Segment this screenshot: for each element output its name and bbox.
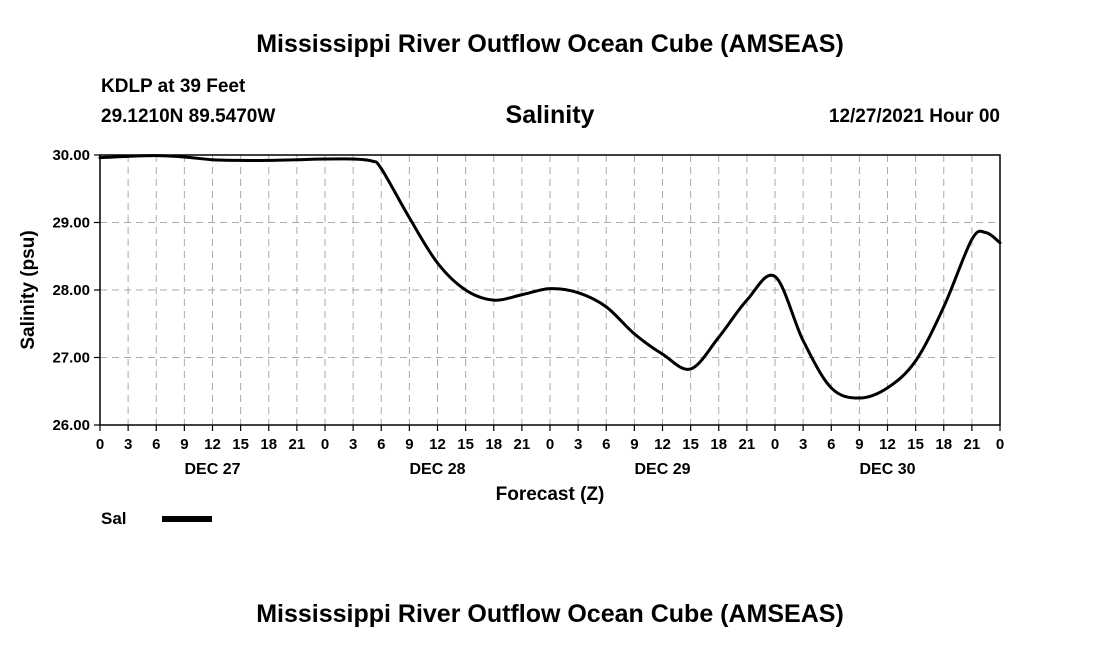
data-point: [633, 332, 636, 336]
x-tick-label: 18: [485, 436, 502, 453]
date-label: DEC 28: [409, 461, 465, 478]
x-tick-label: 0: [996, 436, 1004, 453]
data-point: [745, 298, 749, 302]
data-point: [239, 159, 242, 162]
station-label: KDLP at 39 Feet: [101, 76, 246, 97]
y-tick-label: 30.00: [52, 147, 90, 164]
data-point: [380, 167, 383, 170]
data-point: [295, 158, 299, 161]
data-point: [520, 293, 524, 296]
x-tick-label: 15: [457, 436, 474, 453]
x-tick-label: 3: [799, 436, 807, 453]
forecast-datetime: 12/27/2021 Hour 00: [828, 106, 1000, 127]
y-tick-label: 28.00: [52, 282, 90, 299]
data-point: [267, 159, 270, 162]
x-tick-label: 21: [289, 436, 306, 453]
x-tick-label: 3: [124, 436, 132, 453]
data-point: [998, 241, 1002, 244]
date-label: DEC 29: [634, 461, 690, 478]
data-point: [492, 298, 495, 302]
data-point: [984, 231, 988, 234]
x-tick-label: 12: [429, 436, 446, 453]
data-point: [548, 287, 552, 290]
x-tick-label: 0: [546, 436, 554, 453]
y-tick-label: 29.00: [52, 215, 90, 232]
x-tick-label: 15: [232, 436, 249, 453]
x-tick-label: 3: [574, 436, 582, 453]
x-tick-label: 6: [377, 436, 385, 453]
data-point: [183, 155, 186, 159]
x-tick-label: 18: [710, 436, 727, 453]
data-point: [942, 305, 945, 309]
legend-label: Sal: [101, 509, 127, 528]
data-point: [801, 339, 805, 342]
variable-title: Salinity: [505, 101, 595, 129]
data-point: [914, 359, 917, 363]
x-tick-label: 0: [771, 436, 779, 453]
x-tick-label: 0: [321, 436, 329, 453]
data-point: [211, 158, 214, 161]
data-point: [155, 154, 158, 157]
y-axis-title: Salinity (psu): [18, 230, 39, 349]
data-point: [576, 291, 580, 294]
y-tick-label: 26.00: [52, 417, 90, 434]
data-point: [773, 275, 777, 278]
x-tick-label: 9: [405, 436, 413, 453]
x-tick-label: 12: [204, 436, 221, 453]
coordinates-label: 29.1210N 89.5470W: [101, 106, 276, 127]
x-tick-label: 6: [152, 436, 160, 453]
data-point: [970, 238, 974, 241]
x-tick-label: 21: [964, 436, 981, 453]
x-tick-label: 9: [630, 436, 638, 453]
x-tick-label: 21: [739, 436, 756, 453]
data-point: [370, 159, 374, 163]
x-tick-label: 9: [180, 436, 188, 453]
data-point: [351, 157, 355, 161]
x-tick-label: 15: [682, 436, 699, 453]
x-tick-label: 12: [879, 436, 896, 453]
data-point: [717, 336, 720, 339]
x-axis-title: Forecast (Z): [496, 484, 605, 505]
date-label: DEC 27: [184, 461, 240, 478]
x-tick-label: 15: [907, 436, 924, 453]
x-tick-label: 3: [349, 436, 357, 453]
chart-title: Mississippi River Outflow Ocean Cube (AM…: [256, 30, 844, 58]
data-point: [464, 288, 467, 292]
bottom-title: Mississippi River Outflow Ocean Cube (AM…: [256, 600, 844, 628]
data-point: [689, 367, 692, 371]
data-point: [408, 216, 411, 219]
salinity-chart: 0 3 6 9 12 15 18 21 0 3 6 9 12 15 18 21 0 3 6 9 12 15 18 21 0 3 6 9…: [18, 147, 1004, 505]
legend-swatch: [162, 516, 212, 522]
data-point: [323, 157, 327, 161]
date-label: DEC 30: [859, 461, 915, 478]
data-point: [436, 261, 439, 265]
x-tick-label: 18: [260, 436, 277, 453]
x-tick-label: 18: [935, 436, 952, 453]
x-tick-label: 9: [855, 436, 863, 453]
data-point: [858, 396, 861, 400]
data-point: [830, 386, 833, 390]
x-tick-label: 6: [602, 436, 610, 453]
x-tick-label: 0: [96, 436, 104, 453]
data-point: [661, 352, 664, 356]
data-point: [886, 386, 889, 390]
data-point: [98, 156, 102, 159]
x-tick-label: 6: [827, 436, 835, 453]
x-tick-label: 12: [654, 436, 671, 453]
x-tick-label: 21: [514, 436, 531, 453]
data-point: [605, 305, 608, 309]
data-point: [126, 155, 130, 158]
y-tick-label: 27.00: [52, 350, 90, 367]
